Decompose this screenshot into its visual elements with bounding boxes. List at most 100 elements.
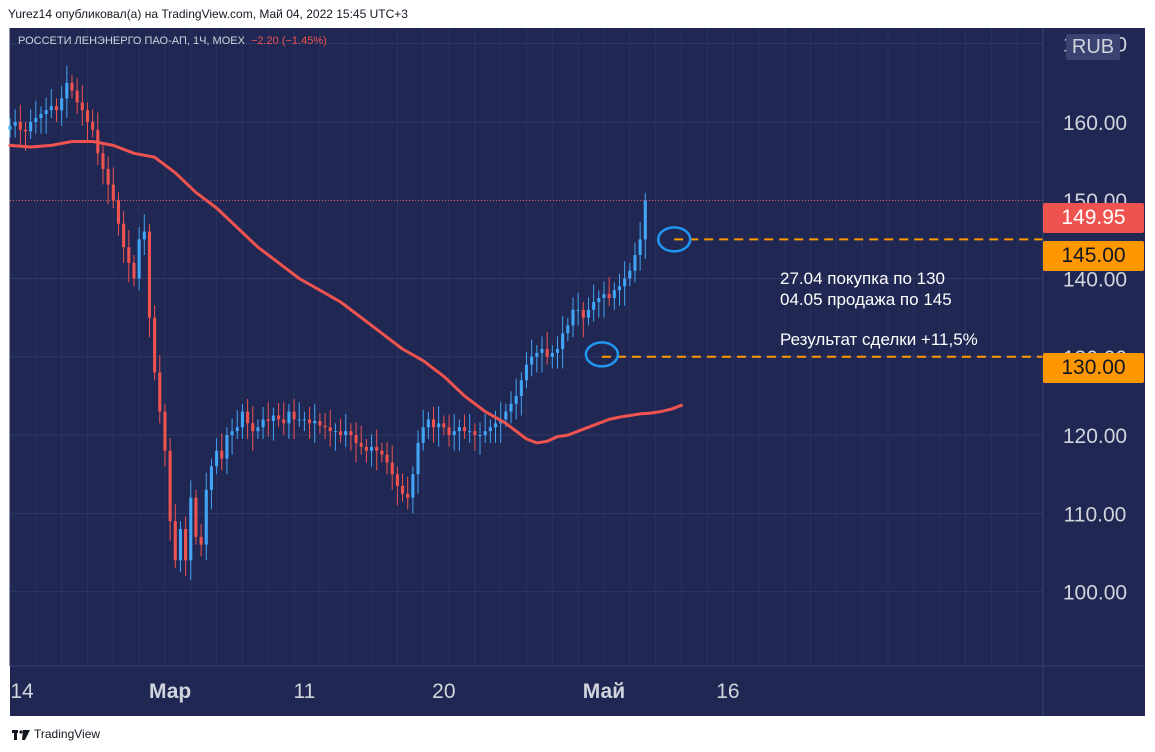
candle — [230, 418, 234, 455]
candle-body — [478, 435, 482, 437]
candle-body — [462, 427, 467, 432]
grid — [9, 28, 1044, 666]
trade-markers — [584, 226, 692, 368]
tradingview-logo-icon — [12, 729, 30, 740]
candle — [8, 118, 12, 138]
candle — [287, 403, 291, 439]
candle-body — [519, 380, 523, 396]
currency-badge[interactable]: RUB — [1066, 34, 1120, 60]
candle-body — [215, 450, 219, 467]
candle — [597, 290, 601, 318]
candle — [209, 458, 213, 510]
candle-body — [607, 294, 611, 299]
candle-body — [308, 419, 312, 424]
candle — [442, 415, 446, 436]
candle — [400, 473, 405, 502]
candle-body — [623, 278, 627, 287]
candle — [416, 430, 420, 494]
candle-body — [75, 90, 79, 103]
candle-body — [85, 110, 90, 122]
candle — [127, 229, 131, 283]
candle-body — [168, 450, 172, 522]
candle — [370, 434, 374, 467]
candle-body — [271, 415, 275, 421]
candle — [535, 345, 539, 373]
candle — [395, 466, 399, 506]
candle — [586, 297, 591, 326]
candle-body — [235, 427, 239, 432]
candle — [318, 413, 322, 434]
candle — [623, 261, 627, 306]
candle — [235, 410, 239, 439]
candle-body — [147, 231, 152, 318]
y-tick-label: 110.00 — [1064, 503, 1127, 526]
candle — [132, 255, 136, 287]
candle — [308, 406, 312, 439]
candle — [375, 429, 379, 471]
candle — [137, 226, 141, 291]
candle-body — [571, 309, 575, 326]
candle — [277, 402, 281, 428]
candle — [638, 222, 642, 271]
candle-body — [225, 435, 229, 459]
candle-body — [431, 419, 436, 428]
candle — [91, 109, 95, 138]
candle-body — [592, 301, 596, 310]
candle-body — [173, 521, 177, 561]
candle-body — [111, 184, 115, 201]
candle — [380, 442, 384, 463]
candle-body — [473, 431, 477, 436]
candle — [158, 355, 162, 424]
candle-body — [628, 270, 632, 279]
candle-body — [297, 419, 301, 421]
candle — [292, 399, 296, 439]
candle-body — [49, 106, 53, 111]
annotation-buy: 27.04 покупка по 130 — [780, 269, 945, 288]
candle-body — [8, 125, 12, 130]
candle-body — [612, 290, 616, 299]
x-tick-label: 20 — [432, 680, 455, 703]
candle — [199, 524, 203, 557]
candle-body — [292, 411, 296, 420]
candle-body — [101, 153, 105, 169]
candle-body — [535, 352, 539, 357]
candle-body — [34, 118, 38, 122]
candle — [421, 410, 425, 451]
candle — [426, 411, 430, 439]
candle — [339, 418, 343, 443]
candle-body — [344, 431, 348, 436]
candle — [437, 406, 441, 447]
candle — [60, 85, 64, 126]
candle — [468, 413, 472, 443]
y-tick-label: 120.00 — [1063, 425, 1127, 448]
candle — [251, 406, 255, 451]
candle — [54, 98, 59, 122]
candle-body — [514, 395, 518, 404]
candle — [364, 438, 368, 463]
candle-body — [530, 356, 534, 365]
candle — [333, 423, 337, 451]
candle — [215, 438, 219, 475]
candle-body — [566, 325, 570, 334]
candle — [354, 422, 358, 463]
y-tick-label: 100.00 — [1063, 582, 1127, 605]
candle-body — [452, 431, 456, 436]
candle-body — [220, 450, 224, 459]
candle — [555, 336, 560, 369]
annotation-result: Результат сделки +11,5% — [780, 330, 978, 349]
candle-body — [246, 411, 250, 424]
chart-frame[interactable] — [10, 28, 1145, 716]
candle-body — [602, 294, 606, 299]
candle — [462, 414, 467, 439]
candle-body — [416, 442, 420, 475]
candle — [147, 223, 152, 338]
candle-body — [597, 298, 601, 302]
tradingview-logo[interactable]: TradingView — [12, 727, 100, 741]
candle-body — [339, 431, 343, 436]
candle — [478, 422, 482, 455]
candle — [13, 109, 17, 138]
candle-body — [80, 102, 84, 111]
candle — [581, 301, 585, 338]
candle — [49, 89, 53, 119]
